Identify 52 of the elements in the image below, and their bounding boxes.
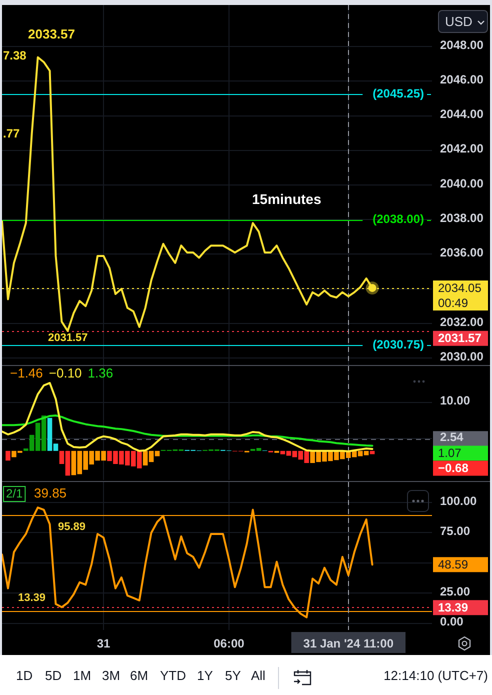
ref-line-label: 2034.05 bbox=[438, 280, 482, 295]
annotation: 1.36 bbox=[88, 366, 114, 381]
text: −0.68 bbox=[438, 461, 469, 476]
annotation: 2/1 bbox=[6, 486, 24, 500]
ref-line-label: 2031.57 bbox=[438, 331, 482, 346]
text: 00:49 bbox=[438, 296, 468, 310]
text: 5Y bbox=[225, 668, 241, 683]
ref-line-label: (2045.25) bbox=[372, 86, 424, 100]
y-tick-label: 2032.00 bbox=[440, 314, 484, 329]
y-tick-label: 2048.00 bbox=[440, 38, 484, 52]
annotation: .77 bbox=[3, 126, 20, 140]
y-tick-label: 75.00 bbox=[440, 524, 470, 538]
ref-line-label: (2030.75) bbox=[372, 337, 424, 352]
text: 6M bbox=[130, 668, 148, 683]
bar bbox=[6, 450, 10, 461]
text: 1M bbox=[73, 668, 92, 683]
x-tick-label: 06:00 bbox=[214, 636, 245, 651]
y-tick-label: 0.00 bbox=[440, 614, 464, 629]
y-tick-label: 2.54 bbox=[440, 430, 464, 444]
x-tick-label: 31 Jan '24 11:00 bbox=[303, 636, 394, 651]
text: 5D bbox=[45, 668, 62, 683]
annotation: 7.38 bbox=[3, 48, 27, 62]
y-tick-label: 25.00 bbox=[440, 584, 470, 598]
annotation: 2031.57 bbox=[48, 332, 88, 344]
y-tick-label: 2038.00 bbox=[440, 210, 484, 225]
annotation: 2033.57 bbox=[28, 26, 75, 42]
annotation: −0.10 bbox=[48, 366, 82, 381]
annotation: 15minutes bbox=[252, 190, 322, 207]
text: 1Y bbox=[197, 668, 213, 683]
annotation: 95.89 bbox=[58, 521, 86, 534]
annotation: −1.46 bbox=[10, 366, 43, 381]
text: 12:14:10 (UTC+7) bbox=[384, 668, 488, 683]
y-tick-label: 10.00 bbox=[440, 394, 470, 408]
y-tick-label: 2046.00 bbox=[440, 72, 484, 86]
dropdown-button: USD bbox=[438, 10, 488, 33]
y-tick-label: 100.00 bbox=[440, 494, 478, 508]
y-tick-label: 2036.00 bbox=[440, 246, 484, 260]
x-tick-label: 31 bbox=[96, 636, 111, 651]
y-tick-label: 2040.00 bbox=[440, 176, 484, 190]
annotation: 39.85 bbox=[34, 486, 67, 501]
y-tick-label: 2044.00 bbox=[440, 107, 484, 122]
text: All bbox=[251, 668, 266, 683]
y-tick-label: 2030.00 bbox=[440, 349, 484, 364]
text: 1D bbox=[16, 668, 33, 683]
ref-line-label: (2038.00) bbox=[372, 212, 424, 226]
annotation: 13.39 bbox=[18, 592, 46, 604]
text: 1.07 bbox=[438, 446, 462, 460]
text: 3M bbox=[102, 668, 120, 683]
y-tick-label: 2042.00 bbox=[440, 142, 484, 156]
text: 48.59 bbox=[438, 557, 468, 572]
ref-line-label: 13.39 bbox=[438, 600, 468, 614]
text: YTD bbox=[160, 668, 186, 683]
